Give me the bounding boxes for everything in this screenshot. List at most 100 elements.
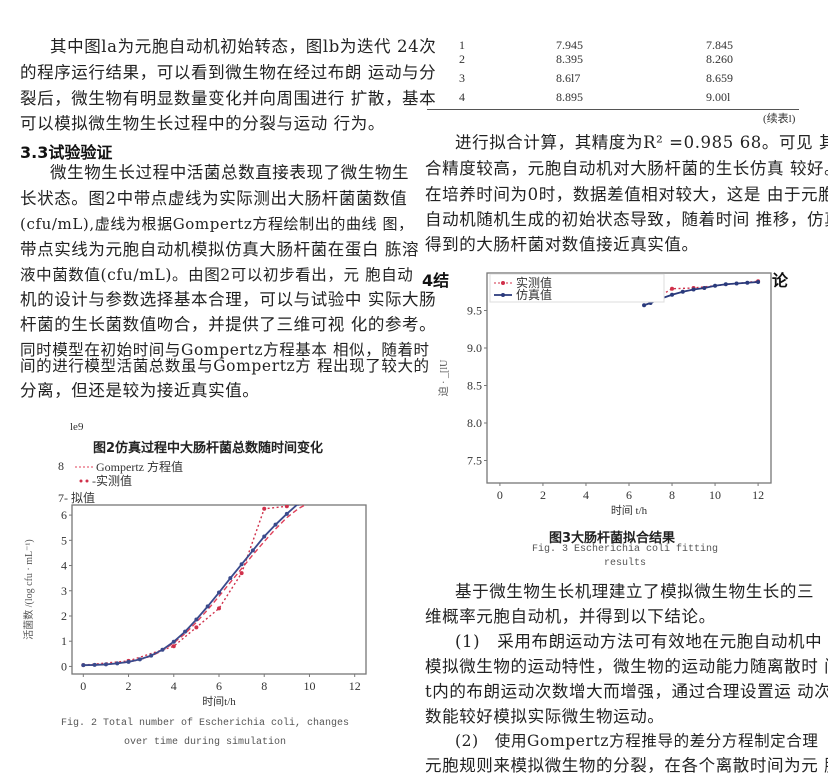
text-line: 数能较好模拟实际微生物运动。 [425, 707, 665, 726]
legend-label: Gompertz 方程值 [96, 459, 183, 474]
table-cell: 8.659 [706, 71, 733, 85]
data-point [723, 282, 728, 287]
table-cell: 3 [459, 71, 465, 85]
data-point [691, 287, 696, 292]
legend-marker [79, 479, 83, 483]
text-line: 间的进行模型活菌总数虽与Gompertz方 程出现了较大的 [20, 357, 430, 375]
x-tick-label: 10 [303, 679, 315, 693]
data-point [115, 661, 120, 666]
text-line: 得到的大肠杆菌对数值接近真实值。 [425, 235, 699, 254]
table-cell: 7.945 [556, 38, 583, 52]
table-cell: 8.6l7 [556, 71, 581, 85]
y-tick-label: 9.0 [467, 341, 482, 355]
x-tick-label: 8 [261, 679, 267, 693]
text-line: 分离，但还是较为接近真实值。 [20, 381, 260, 400]
legend-marker [501, 293, 505, 297]
stray-tick-label: 8 [58, 459, 64, 473]
text-line: 进行拟合计算，其精度为R² =0.985 68。可见 其拟 [455, 133, 828, 152]
data-point [194, 625, 199, 630]
text-line: 模拟微生物的运动特性，微生物的运动能力随离散时 间 [425, 657, 828, 676]
data-point [171, 639, 176, 644]
text-line: t内的布朗运动次数增大而增强，通过合理设置运 动次 [425, 682, 828, 701]
data-point [284, 511, 289, 516]
text-line: 液中菌数值(cfu/mL)。由图2可以初步看出，元 胞自动 [20, 266, 414, 284]
text-line: (cfu/mL),虚线为根据Gompertz方程绘制出的曲线 图， [20, 215, 414, 233]
data-point [217, 590, 221, 595]
table-note: (续表l) [763, 113, 796, 125]
x-tick-label: 2 [540, 488, 546, 502]
figure-caption-en: results [603, 558, 646, 569]
series-line-0 [83, 505, 307, 666]
x-tick-label: 4 [583, 488, 589, 502]
figure-title: 图2仿真过程中大肠杆菌总数随时间变化 [93, 441, 324, 456]
table-rule [427, 109, 799, 110]
x-tick-label: 0 [497, 488, 503, 502]
plot-frame [71, 504, 367, 675]
figure-caption-en: Fig. 2 Total number of Escherichia coli,… [60, 718, 350, 729]
y-tick-label: 9.5 [467, 304, 482, 318]
data-point [250, 548, 255, 553]
text-line: 机的设计与参数选择基本合理，可以与试验中 实际大肠 [20, 290, 437, 309]
data-point [137, 657, 142, 662]
y-tick-label: 5 [61, 533, 67, 547]
y-axis-label: 活菌数 /(log cfu · mL⁻¹) [22, 539, 35, 639]
table-cell: 8.260 [706, 52, 733, 66]
x-tick-label: 6 [216, 679, 222, 693]
x-tick-label: 6 [626, 488, 632, 502]
data-point [680, 289, 685, 294]
figure-title: 图3大肠杆菌拟合结果 [549, 531, 676, 546]
data-point [228, 576, 233, 581]
x-axis-label: 时间t/h [202, 695, 236, 708]
text-line: (1) 采用布朗运动方法可有效地在元胞自动机中 [455, 632, 823, 651]
table-cell: 2 [459, 52, 465, 66]
y-tick-label: 1 [61, 634, 67, 648]
text-line: 在培养时间为0时，数据差值相对较大，这是 由于元胞 [425, 185, 828, 204]
section-heading: 4结 [422, 271, 450, 290]
y-tick-label: 8.0 [467, 416, 482, 430]
text-line: 基于微生物生长机理建立了模拟微生物生长的三 [455, 582, 815, 601]
text-line: 维概率元胞自动机，并得到以下结论。 [425, 607, 716, 626]
table-cell: 8.895 [556, 90, 583, 104]
data-point [734, 281, 739, 286]
legend-label: -实测值 [92, 473, 132, 488]
text-line: 长状态。图2中带点虚线为实际测出大肠杆菌菌数值 [20, 189, 408, 208]
x-tick-label: 4 [171, 679, 177, 693]
y-tick-label: 6 [61, 508, 67, 522]
y-tick-label: 8.5 [467, 379, 482, 393]
data-point [205, 604, 210, 609]
legend-box [489, 273, 665, 303]
table-cell: 8.395 [556, 52, 583, 66]
data-point [756, 280, 761, 284]
data-point [126, 659, 131, 664]
text-line: 带点实线为元胞自动机模拟仿真大肠杆菌在蛋白 胨溶 [20, 240, 420, 259]
figure-caption-en: Fig. 3 Escherichia coli fitting [531, 544, 719, 555]
data-point [713, 283, 718, 288]
data-point [284, 505, 289, 509]
data-point [149, 653, 154, 658]
data-point [183, 629, 188, 634]
data-point [92, 662, 97, 667]
legend-marker [501, 281, 505, 285]
data-point [296, 505, 300, 506]
data-point [171, 644, 176, 649]
stray-legend-label: 7- 拟值 [58, 491, 95, 505]
data-point [670, 292, 675, 297]
figure-caption-en: over time during simulation [123, 737, 287, 748]
data-point [194, 617, 199, 622]
section-heading: 3.3试验验证 [20, 143, 113, 162]
data-point [239, 562, 244, 567]
y-tick-label: 3 [61, 584, 67, 598]
data-point [262, 506, 267, 511]
y-tick-label: 7.5 [467, 454, 482, 468]
series-line-2 [83, 505, 299, 667]
legend-marker [85, 479, 89, 483]
plot-frame [486, 272, 772, 484]
legend-label: 仿真值 [516, 287, 552, 302]
x-tick-label: 12 [752, 488, 764, 502]
text-line: 杆菌的生长菌数值吻合，并提供了三维可视 化的参考。 [20, 315, 437, 334]
x-axis-label: 时间 t/h [611, 504, 648, 515]
data-point [273, 522, 278, 527]
data-point [670, 286, 675, 291]
x-tick-label: 0 [80, 679, 86, 693]
